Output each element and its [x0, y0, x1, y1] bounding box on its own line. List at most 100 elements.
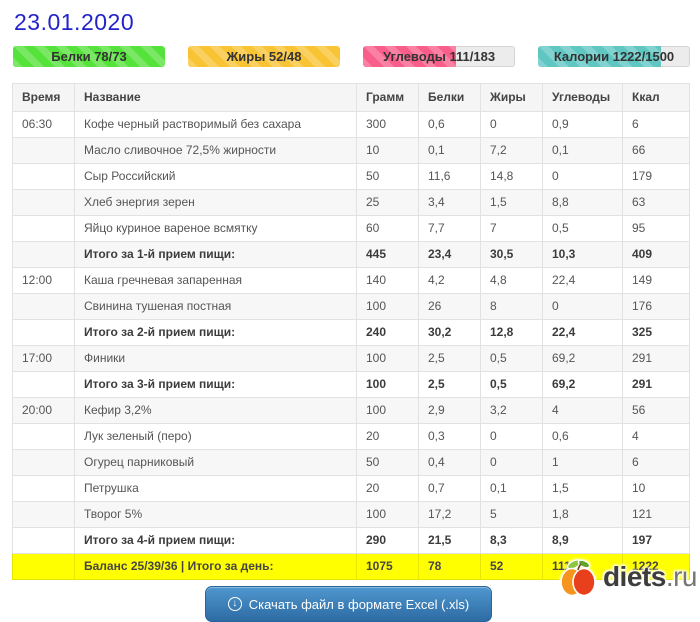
table-row: 17:00 Финики 100 2,5 0,5 69,2 291	[12, 345, 690, 372]
cell-carbs: 4	[542, 397, 623, 424]
table-row: Петрушка 20 0,7 0,1 1,5 10	[12, 475, 690, 502]
date-link[interactable]: 23.01.2020	[14, 9, 135, 35]
column-header: Время	[12, 83, 75, 112]
cell-protein: 0,7	[418, 475, 481, 502]
calories-badge: Калории 1222/1500	[538, 46, 690, 67]
cell-kcal: 325	[622, 319, 690, 346]
table-row: Сыр Российский 50 11,6 14,8 0 179	[12, 163, 690, 190]
cell-name: Финики	[74, 345, 357, 372]
food-diary-table: Время Название Грамм Белки Жиры Углеводы…	[12, 83, 690, 580]
cell-name: Петрушка	[74, 475, 357, 502]
cell-fat: 7	[480, 215, 543, 242]
cell-name: Итого за 4-й прием пищи:	[74, 527, 357, 554]
cell-time	[12, 449, 75, 476]
cell-fat: 3,2	[480, 397, 543, 424]
cell-name: Итого за 3-й прием пищи:	[74, 371, 357, 398]
cell-time	[12, 423, 75, 450]
diets-logo[interactable]: diets.ru	[557, 555, 698, 599]
cell-carbs: 0,5	[542, 215, 623, 242]
cell-fat: 14,8	[480, 163, 543, 190]
column-header: Жиры	[480, 83, 543, 112]
cell-gram: 100	[356, 345, 419, 372]
cell-kcal: 291	[622, 345, 690, 372]
cell-name: Масло сливочное 72,5% жирности	[74, 137, 357, 164]
table-row: Свинина тушеная постная 100 26 8 0 176	[12, 293, 690, 320]
badges-row: Белки 78/73 Жиры 52/48 Углеводы 111/183 …	[13, 46, 690, 67]
cell-gram: 60	[356, 215, 419, 242]
cell-fat: 1,5	[480, 189, 543, 216]
cell-carbs: 0,9	[542, 111, 623, 138]
cell-protein: 11,6	[418, 163, 481, 190]
download-excel-button[interactable]: ↓ Скачать файл в формате Excel (.xls)	[205, 586, 492, 622]
cell-gram: 50	[356, 449, 419, 476]
cell-name: Кефир 3,2%	[74, 397, 357, 424]
cell-gram: 140	[356, 267, 419, 294]
badge-progress-fill	[363, 46, 456, 67]
cell-time	[12, 553, 75, 580]
cell-kcal: 95	[622, 215, 690, 242]
badge-label: Жиры 52/48	[226, 49, 302, 64]
cell-time: 20:00	[12, 397, 75, 424]
cell-fat: 0,1	[480, 475, 543, 502]
cell-name: Сыр Российский	[74, 163, 357, 190]
table-row: Итого за 2-й прием пищи: 240 30,2 12,8 2…	[12, 319, 690, 346]
cell-kcal: 291	[622, 371, 690, 398]
logo-text: diets.ru	[602, 561, 698, 592]
cell-protein: 23,4	[418, 241, 481, 268]
cell-name: Лук зеленый (перо)	[74, 423, 357, 450]
cell-fat: 0	[480, 111, 543, 138]
cell-protein: 17,2	[418, 501, 481, 528]
cell-kcal: 1222	[622, 553, 690, 580]
cell-time	[12, 527, 75, 554]
cell-fat: 8,3	[480, 527, 543, 554]
cell-fat: 7,2	[480, 137, 543, 164]
cell-gram: 100	[356, 371, 419, 398]
cell-time	[12, 319, 75, 346]
cell-protein: 2,5	[418, 371, 481, 398]
cell-carbs: 0,1	[542, 137, 623, 164]
cell-protein: 0,1	[418, 137, 481, 164]
cell-fat: 30,5	[480, 241, 543, 268]
cell-protein: 0,3	[418, 423, 481, 450]
table-row: Лук зеленый (перо) 20 0,3 0 0,6 4	[12, 423, 690, 450]
apple-icon	[560, 559, 596, 597]
table-row: Яйцо куриное вареное всмятку 60 7,7 7 0,…	[12, 215, 690, 242]
cell-kcal: 66	[622, 137, 690, 164]
cell-fat: 12,8	[480, 319, 543, 346]
cell-fat: 0	[480, 449, 543, 476]
badge-label: Углеводы 111/183	[382, 49, 496, 64]
table-body: 06:30 Кофе черный растворимый без сахара…	[12, 111, 690, 580]
cell-kcal: 6	[622, 111, 690, 138]
cell-carbs: 0	[542, 293, 623, 320]
cell-gram: 1075	[356, 553, 419, 580]
cell-time	[12, 215, 75, 242]
column-header: Ккал	[622, 83, 690, 112]
cell-protein: 3,4	[418, 189, 481, 216]
cell-carbs: 8,9	[542, 527, 623, 554]
cell-protein: 78	[418, 553, 481, 580]
table-row: Творог 5% 100 17,2 5 1,8 121	[12, 501, 690, 528]
cell-carbs: 69,2	[542, 345, 623, 372]
table-row: Итого за 1-й прием пищи: 445 23,4 30,5 1…	[12, 241, 690, 268]
cell-gram: 240	[356, 319, 419, 346]
cell-fat: 4,8	[480, 267, 543, 294]
cell-kcal: 4	[622, 423, 690, 450]
cell-name: Кофе черный растворимый без сахара	[74, 111, 357, 138]
cell-gram: 100	[356, 501, 419, 528]
cell-kcal: 121	[622, 501, 690, 528]
cell-carbs: 1,8	[542, 501, 623, 528]
column-header: Белки	[418, 83, 481, 112]
cell-name: Огурец парниковый	[74, 449, 357, 476]
cell-protein: 7,7	[418, 215, 481, 242]
cell-fat: 5	[480, 501, 543, 528]
cell-time	[12, 137, 75, 164]
cell-name: Итого за 2-й прием пищи:	[74, 319, 357, 346]
cell-time	[12, 475, 75, 502]
column-header: Грамм	[356, 83, 419, 112]
cell-fat: 8	[480, 293, 543, 320]
cell-kcal: 63	[622, 189, 690, 216]
cell-gram: 25	[356, 189, 419, 216]
badge-progress-fill	[188, 46, 340, 67]
table-row: 12:00 Каша гречневая запаренная 140 4,2 …	[12, 267, 690, 294]
download-icon: ↓	[227, 597, 242, 611]
